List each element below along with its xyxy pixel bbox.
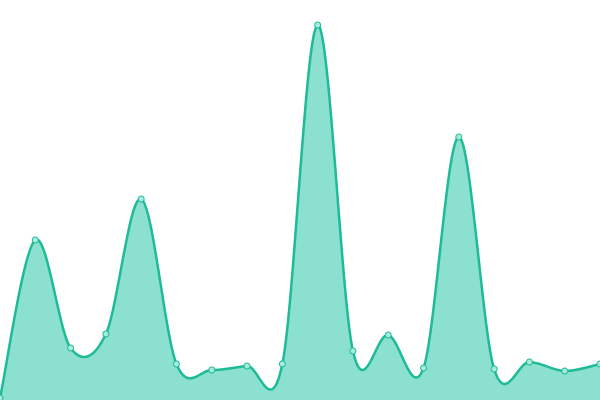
data-point-14 xyxy=(490,365,498,373)
data-point-8 xyxy=(278,360,286,368)
data-point-13 xyxy=(455,133,463,141)
data-point-6 xyxy=(208,366,216,374)
data-points xyxy=(0,21,600,400)
data-point-5 xyxy=(172,360,180,368)
data-point-4 xyxy=(137,195,145,203)
data-point-11 xyxy=(384,331,392,339)
data-point-1 xyxy=(31,236,39,244)
data-point-12 xyxy=(420,364,428,372)
data-point-7 xyxy=(243,362,251,370)
area-fill xyxy=(0,24,600,400)
data-point-2 xyxy=(67,344,75,352)
data-point-3 xyxy=(102,330,110,338)
data-point-10 xyxy=(349,347,357,355)
data-point-16 xyxy=(561,367,569,375)
data-point-9 xyxy=(314,21,322,29)
data-point-0 xyxy=(0,394,4,400)
data-point-15 xyxy=(525,358,533,366)
data-point-17 xyxy=(596,360,600,368)
